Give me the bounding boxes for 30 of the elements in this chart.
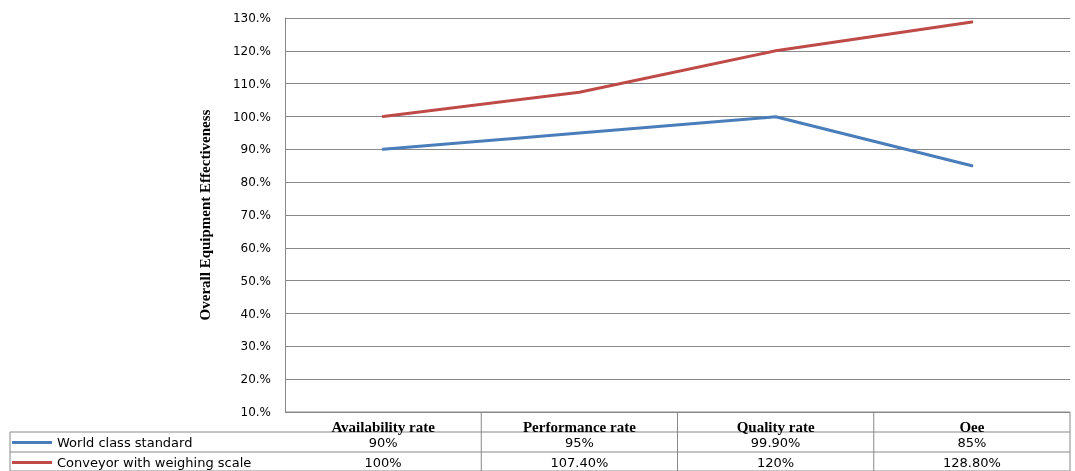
line-series [381,115,974,168]
data-label: 85% [957,434,987,450]
y-tick-label: 90.% [240,142,271,157]
legend-label: Conveyor with weighing scale [57,455,252,470]
data-label: 120% [757,454,795,470]
y-tick-label: 60.% [240,240,271,255]
y-tick-label: 120.% [232,43,271,58]
y-tick-label: 50.% [240,273,271,288]
data-label: 100% [364,454,402,470]
line-series [381,20,974,118]
y-tick-label: 20.% [240,372,271,387]
y-tick-label: 80.% [240,175,271,190]
x-tick-label: Quality rate [736,418,815,435]
y-tick-label: 130.% [232,11,271,25]
data-label: 90% [368,434,398,450]
y-tick-label: 70.% [240,208,271,222]
y-tick-label: 10.% [240,405,271,419]
x-tick-label: Performance rate [522,418,637,435]
y-tick-label: 30.% [240,339,271,354]
x-tick-label: Availability rate [331,418,436,435]
data-label: 99.90% [750,434,801,450]
y-tick-label: 40.% [240,306,271,321]
y-axis-title: Overall Equipment Effectiveness [197,109,213,321]
x-tick-label: Oee [959,418,985,435]
data-label: 107.40% [550,454,609,470]
y-tick-label: 100.% [232,109,271,124]
data-label: 95% [564,434,594,450]
data-label: 128.80% [942,454,1001,470]
legend-label: World class standard [57,435,193,450]
y-tick-label: 110.% [232,76,271,91]
